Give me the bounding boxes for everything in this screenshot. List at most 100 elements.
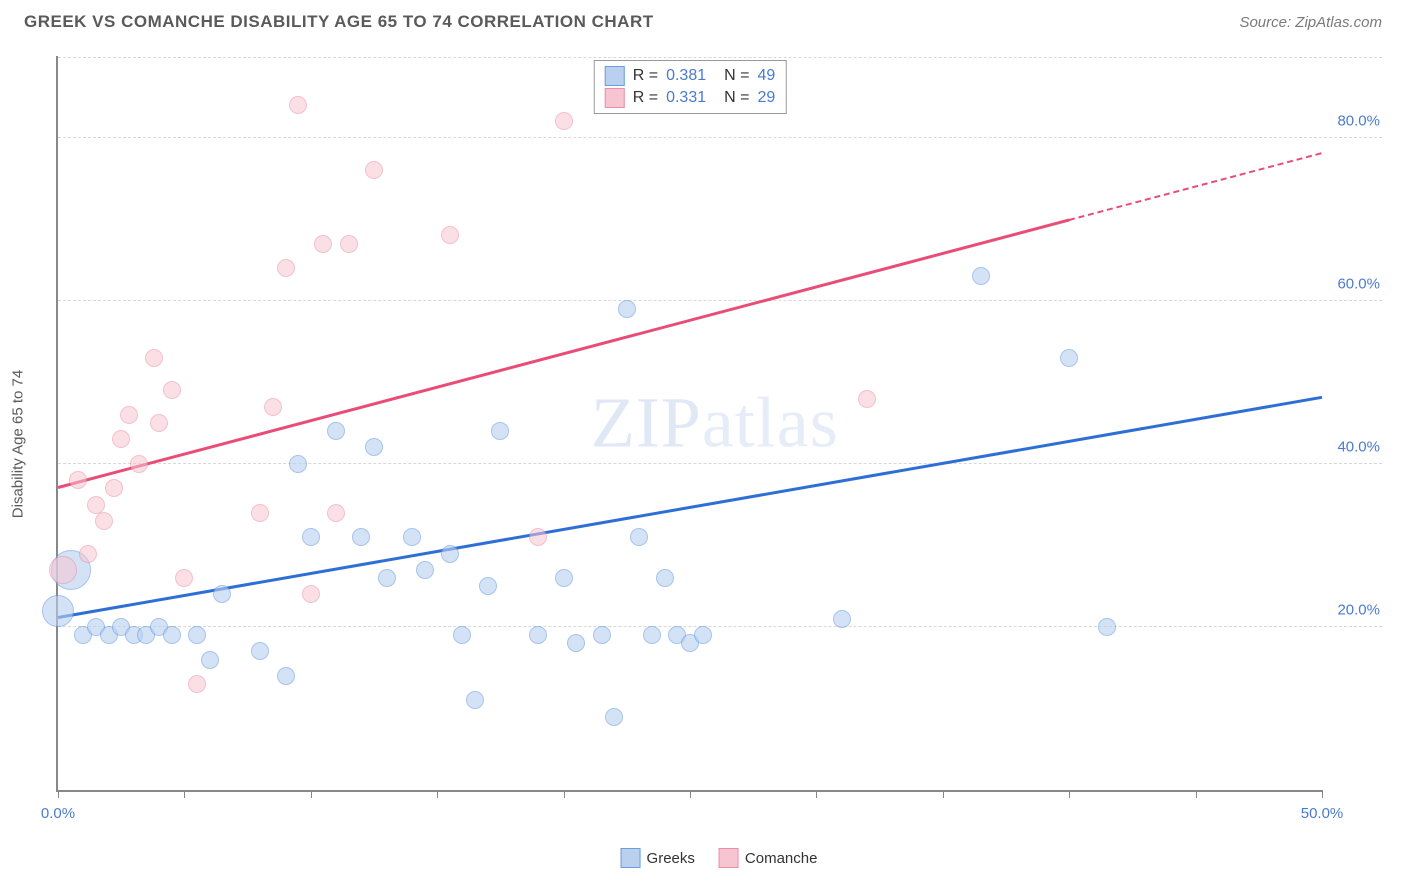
data-point (365, 161, 383, 179)
legend-label: Greeks (647, 850, 695, 867)
grid-line (58, 300, 1382, 301)
data-point (403, 528, 421, 546)
data-point (605, 708, 623, 726)
data-point (251, 642, 269, 660)
series-legend: Greeks Comanche (621, 848, 818, 868)
legend-row: R = 0.381 N = 49 (605, 65, 776, 87)
data-point (130, 455, 148, 473)
x-tick-label: 0.0% (41, 805, 75, 822)
data-point (277, 259, 295, 277)
data-point (42, 595, 74, 627)
data-point (618, 300, 636, 318)
chart-title: GREEK VS COMANCHE DISABILITY AGE 65 TO 7… (24, 12, 654, 32)
data-point (289, 96, 307, 114)
data-point (120, 406, 138, 424)
legend-r-label: R = (633, 89, 658, 107)
data-point (529, 528, 547, 546)
data-point (441, 545, 459, 563)
chart-header: GREEK VS COMANCHE DISABILITY AGE 65 TO 7… (0, 0, 1406, 40)
data-point (593, 626, 611, 644)
data-point (105, 479, 123, 497)
data-point (378, 569, 396, 587)
x-tick (690, 790, 691, 798)
x-tick (943, 790, 944, 798)
legend-item: Comanche (719, 848, 818, 868)
data-point (201, 651, 219, 669)
legend-r-value: 0.381 (666, 67, 706, 85)
legend-r-value: 0.331 (666, 89, 706, 107)
data-point (352, 528, 370, 546)
y-tick-label: 40.0% (1337, 438, 1380, 455)
data-point (972, 267, 990, 285)
legend-item: Greeks (621, 848, 695, 868)
x-tick (1196, 790, 1197, 798)
x-tick (1069, 790, 1070, 798)
legend-label: Comanche (745, 850, 818, 867)
x-tick (1322, 790, 1323, 798)
data-point (491, 422, 509, 440)
data-point (453, 626, 471, 644)
data-point (175, 569, 193, 587)
data-point (188, 626, 206, 644)
legend-n-value: 49 (757, 67, 775, 85)
data-point (79, 545, 97, 563)
watermark: ZIPatlas (591, 382, 839, 465)
grid-line (58, 137, 1382, 138)
data-point (466, 691, 484, 709)
data-point (314, 235, 332, 253)
legend-n-label: N = (724, 67, 749, 85)
chart-source: Source: ZipAtlas.com (1239, 14, 1382, 31)
data-point (145, 349, 163, 367)
legend-n-value: 29 (757, 89, 775, 107)
data-point (630, 528, 648, 546)
data-point (95, 512, 113, 530)
data-point (365, 438, 383, 456)
data-point (833, 610, 851, 628)
data-point (327, 504, 345, 522)
x-tick (816, 790, 817, 798)
data-point (264, 398, 282, 416)
data-point (302, 528, 320, 546)
data-point (188, 675, 206, 693)
y-tick-label: 60.0% (1337, 275, 1380, 292)
grid-line (58, 463, 1382, 464)
grid-line (58, 57, 1382, 58)
data-point (441, 226, 459, 244)
data-point (529, 626, 547, 644)
x-tick (564, 790, 565, 798)
data-point (289, 455, 307, 473)
y-axis-title: Disability Age 65 to 74 (10, 370, 27, 518)
data-point (656, 569, 674, 587)
data-point (69, 471, 87, 489)
data-point (327, 422, 345, 440)
y-tick-label: 20.0% (1337, 601, 1380, 618)
data-point (555, 112, 573, 130)
legend-swatch (621, 848, 641, 868)
y-tick-label: 80.0% (1337, 112, 1380, 129)
legend-r-label: R = (633, 67, 658, 85)
data-point (1098, 618, 1116, 636)
legend-n-label: N = (724, 89, 749, 107)
data-point (694, 626, 712, 644)
data-point (112, 430, 130, 448)
x-tick (58, 790, 59, 798)
data-point (150, 414, 168, 432)
data-point (251, 504, 269, 522)
data-point (340, 235, 358, 253)
data-point (416, 561, 434, 579)
legend-row: R = 0.331 N = 29 (605, 87, 776, 109)
data-point (1060, 349, 1078, 367)
data-point (213, 585, 231, 603)
legend-swatch (605, 88, 625, 108)
x-tick (437, 790, 438, 798)
chart-area: Disability Age 65 to 74 ZIPatlas R = 0.3… (56, 56, 1382, 832)
legend-swatch (719, 848, 739, 868)
trend-line (1069, 152, 1322, 221)
x-tick-label: 50.0% (1301, 805, 1344, 822)
data-point (567, 634, 585, 652)
x-tick (311, 790, 312, 798)
data-point (858, 390, 876, 408)
data-point (163, 381, 181, 399)
x-tick (184, 790, 185, 798)
trend-line (58, 218, 1070, 488)
